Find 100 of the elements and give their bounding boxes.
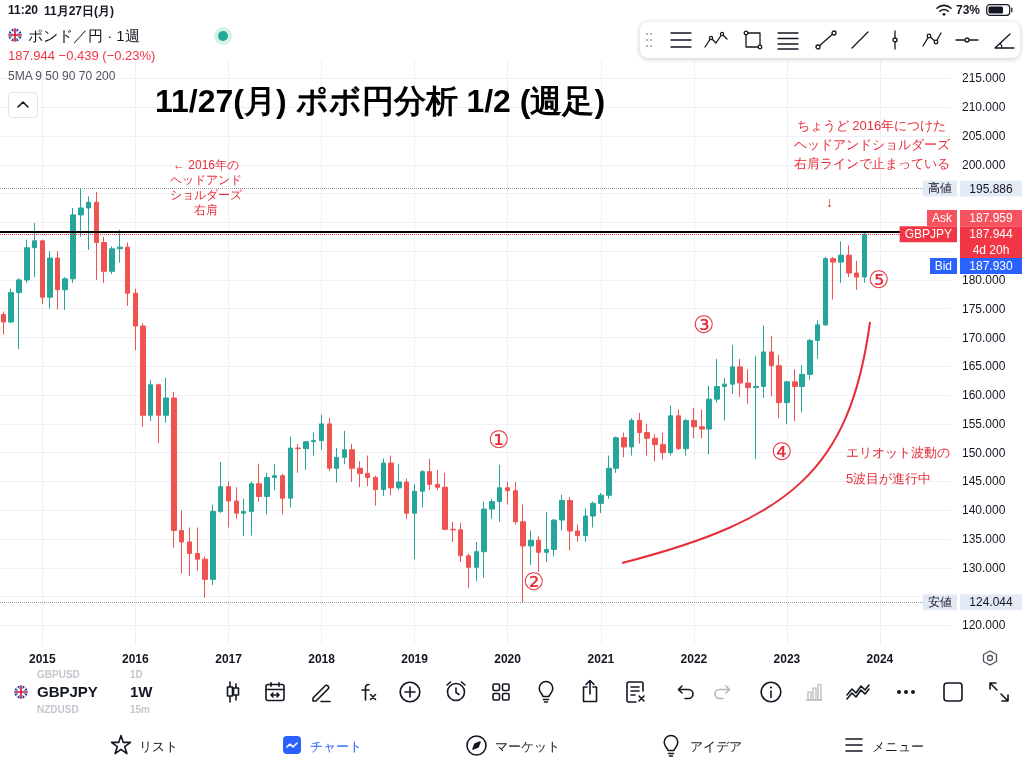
candlestick (140, 322, 146, 428)
candlestick (784, 380, 790, 425)
y-tick-label: 170.000 (962, 330, 1006, 345)
candlestick (706, 385, 712, 455)
candlestick (497, 464, 502, 523)
candlestick (544, 511, 549, 563)
x-tick-label: 2019 (401, 652, 429, 666)
text: 1W (130, 683, 153, 700)
candlestick (16, 277, 22, 350)
chart-title: ポンド／円 · 1週 (28, 27, 140, 46)
candlestick (148, 379, 153, 422)
chart-subtitle: 187.944 −0.439 (−0.23%) (8, 48, 156, 63)
candlestick (171, 391, 177, 549)
y-tick-label: 210.000 (962, 100, 1006, 115)
candlestick (583, 508, 588, 543)
text: 124.044 (960, 594, 1022, 611)
candlestick (466, 552, 471, 589)
x-tick-label: 2018 (308, 652, 336, 666)
candlestick (737, 358, 743, 398)
text: 187.959 (960, 210, 1022, 227)
candlestick (163, 377, 169, 424)
candlestick (133, 288, 138, 351)
candlestick (676, 409, 681, 451)
candlestick (753, 355, 759, 460)
candlestick (776, 354, 782, 419)
y-tick-label: 180.000 (962, 272, 1006, 287)
candlestick (327, 417, 332, 472)
candlestick (109, 246, 115, 275)
candlestick (489, 498, 495, 520)
candlestick (823, 256, 828, 327)
candlestick (373, 475, 378, 507)
candlestick (1, 311, 6, 336)
candlestick (513, 481, 518, 526)
candlestick (590, 501, 596, 529)
candlestick (683, 418, 689, 457)
candlestick (745, 368, 751, 405)
candlestick (342, 430, 347, 465)
candlestick (226, 480, 231, 529)
candlestick (722, 377, 727, 421)
annotation: 11/27(月) ポボ円分析 1/2 (週足) (155, 82, 606, 121)
candlestick (156, 383, 161, 444)
candlestick (241, 498, 246, 537)
annotation: ↓ (826, 194, 833, 210)
candlestick (799, 364, 805, 413)
y-tick-label: 150.000 (962, 445, 1006, 460)
candlestick (838, 240, 844, 284)
candlestick (435, 469, 440, 491)
annotation: ← 2016年のヘッドアンドショルダーズ右肩 (169, 158, 243, 218)
candlestick (280, 473, 285, 515)
candlestick (272, 463, 277, 491)
text: 15m (130, 704, 151, 715)
candlestick (187, 527, 192, 577)
candlestick (295, 443, 301, 474)
candlestick (412, 483, 417, 560)
candlestick (195, 527, 200, 572)
ref-line-label: GBPJPY (904, 227, 952, 242)
text: 1D (130, 669, 143, 680)
ref-line-label: 安値 (928, 595, 952, 610)
candlestick (575, 524, 580, 543)
candlestick (47, 250, 53, 310)
candlestick (264, 472, 270, 515)
candlestick (381, 457, 386, 497)
text: GBPJPY (37, 683, 98, 700)
text: 11月27日(月) (44, 3, 115, 20)
candlestick (792, 368, 798, 422)
candlestick (24, 239, 30, 284)
candlestick (830, 256, 836, 301)
text: チャート (310, 738, 362, 756)
y-tick-label: 205.000 (962, 129, 1006, 143)
y-tick-label: 135.000 (962, 532, 1006, 547)
annotation: エリオット波動の5波目が進行中 (846, 444, 951, 488)
candlestick (528, 529, 534, 566)
y-tick-label: 130.000 (962, 560, 1006, 575)
candlestick (288, 436, 293, 508)
candlestick (862, 231, 867, 284)
candlestick (8, 288, 14, 324)
candlestick (234, 486, 239, 520)
candlestick (505, 481, 510, 506)
text: アイデア (690, 738, 742, 756)
text: 195.886 (960, 180, 1022, 197)
candlestick (567, 496, 573, 552)
x-tick-label: 2021 (587, 652, 615, 666)
candlestick (621, 432, 627, 458)
candlestick (668, 404, 673, 457)
annotation: 5MA 9 50 90 70 200 (8, 69, 116, 83)
candlestick (458, 522, 463, 563)
text: 4d 20h (971, 242, 1011, 259)
annotation: ④ (771, 438, 793, 466)
y-tick-label: 215.000 (962, 71, 1006, 86)
y-tick-label: 145.000 (962, 474, 1006, 489)
candlestick (551, 518, 557, 557)
candlestick (691, 407, 697, 439)
text: メニュー (872, 738, 924, 756)
candlestick (644, 423, 650, 457)
candlestick (40, 239, 45, 305)
candlestick (637, 412, 642, 444)
candlestick (210, 504, 216, 586)
text: 73% (956, 3, 981, 17)
y-tick-label: 140.000 (962, 503, 1006, 518)
candlestick (101, 236, 107, 284)
